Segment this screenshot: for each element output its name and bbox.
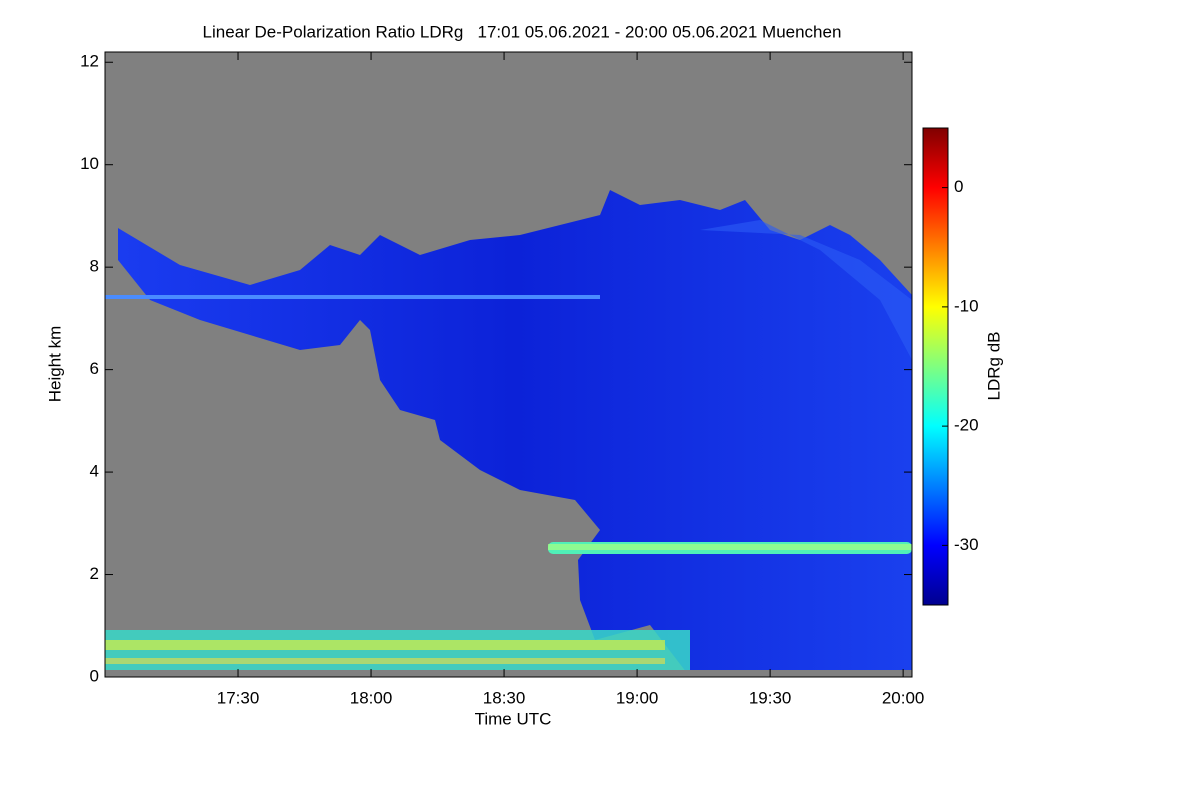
y-tick-label: 2 <box>90 564 99 583</box>
aerosol-layer <box>105 630 690 672</box>
chart-title: Linear De-Polarization Ratio LDRg 17:01 … <box>203 22 842 41</box>
no-data-band <box>105 670 912 677</box>
heatmap-image <box>105 52 912 677</box>
y-tick-label: 6 <box>90 359 99 378</box>
colorbar <box>922 127 949 606</box>
colorbar-tick-label: 0 <box>954 177 963 196</box>
x-axis-label: Time UTC <box>475 709 552 728</box>
y-tick-label: 12 <box>80 52 99 71</box>
colorbar-tick-label: -10 <box>954 296 979 315</box>
colorbar-label: LDRg dB <box>984 332 1003 401</box>
cirrus-streaks <box>700 220 912 360</box>
colorbar-tick-label: -20 <box>954 416 979 435</box>
y-axis-label: Height km <box>45 326 64 403</box>
y-tick-label: 10 <box>80 154 99 173</box>
plot-frame <box>104 51 913 678</box>
x-tick-label: 19:30 <box>749 688 792 707</box>
stratus-core <box>548 544 912 550</box>
aerosol-layer <box>105 640 665 650</box>
x-tick-label: 19:00 <box>616 688 659 707</box>
y-tick-label: 8 <box>90 257 99 276</box>
layer-line <box>105 295 600 299</box>
x-tick-label: 18:30 <box>483 688 526 707</box>
colorbar-tick-label: -30 <box>954 535 979 554</box>
y-tick-label: 0 <box>90 666 99 685</box>
aerosol-layer <box>105 658 665 664</box>
x-tick-label: 18:00 <box>350 688 393 707</box>
cloud-region <box>118 190 912 677</box>
x-tick-label: 17:30 <box>217 688 260 707</box>
y-tick-label: 4 <box>90 462 99 481</box>
x-tick-label: 20:00 <box>882 688 925 707</box>
